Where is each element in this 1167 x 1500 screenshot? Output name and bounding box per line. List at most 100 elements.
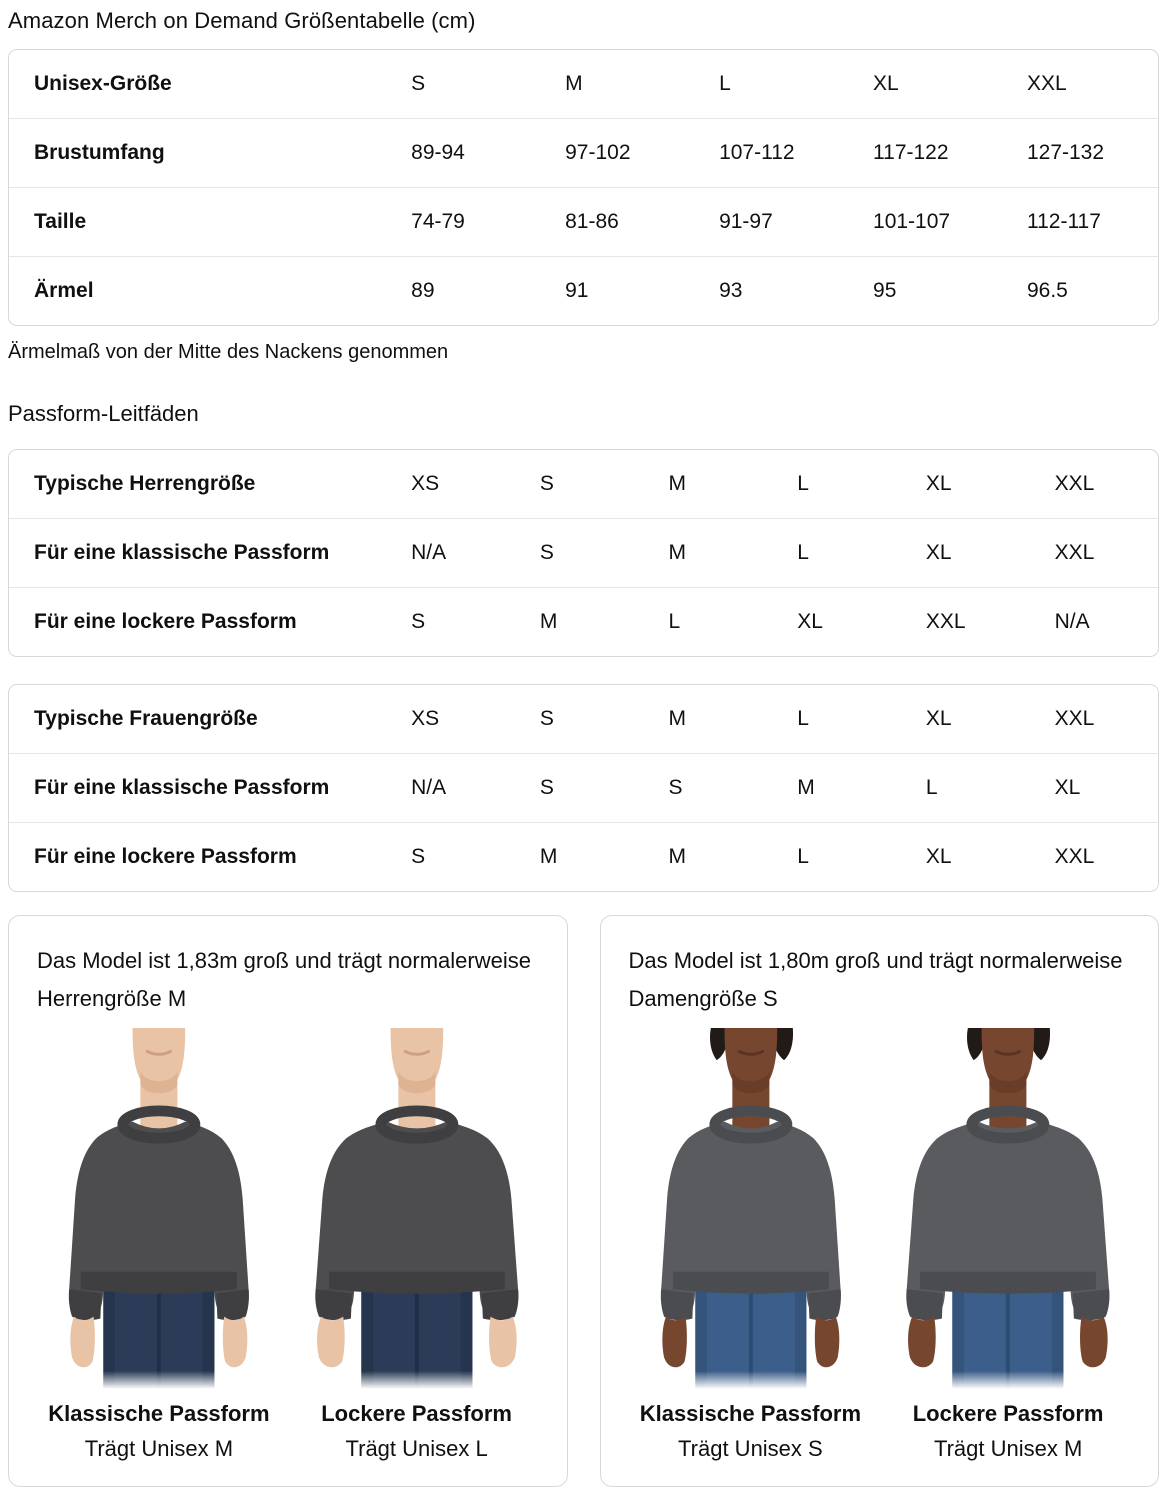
model-photo <box>628 1028 873 1389</box>
table-row: Unisex-Größe S M L XL XXL <box>9 50 1158 119</box>
model-photo <box>37 1028 281 1389</box>
model-mouth <box>994 1049 1022 1056</box>
table-cell: XL <box>797 587 926 656</box>
table-cell: 93 <box>719 256 874 325</box>
model-hand <box>661 1316 687 1368</box>
collar <box>117 1105 201 1144</box>
model-hand <box>814 1316 839 1368</box>
model-hand <box>316 1316 345 1368</box>
sweatshirt-trim <box>660 1271 841 1368</box>
table-cell: 97-102 <box>565 118 720 188</box>
table-row: Ärmel 89 91 93 95 96.5 <box>9 256 1158 325</box>
table-cell: XL <box>1054 753 1158 823</box>
row-label: Unisex-Größe <box>34 72 172 95</box>
table-cell: XL <box>925 518 1055 588</box>
model-neck <box>731 1068 769 1138</box>
table-row: Taille 74-79 81-86 91-97 101-107 112-117 <box>9 187 1158 257</box>
table-cell: XXL <box>1054 472 1095 495</box>
model-photo <box>886 1028 1130 1389</box>
model-cards: Das Model ist 1,83m groß und trägt norma… <box>8 915 1159 1487</box>
table-cell: M <box>565 72 583 95</box>
table-cell: L <box>719 72 731 95</box>
table-cell: L <box>797 472 809 495</box>
jeans <box>361 1277 473 1389</box>
table-cell: M <box>668 707 687 730</box>
model-neck <box>140 1068 178 1138</box>
model-hand <box>488 1316 517 1368</box>
table-cell: XXL <box>1054 822 1158 891</box>
table-row: Brustumfang 89-94 97-102 107-112 117-122… <box>9 118 1158 188</box>
fit-label: Lockere Passform <box>912 1400 1104 1426</box>
table-cell: S <box>411 587 540 656</box>
size-label: Trägt Unisex M <box>933 1435 1083 1461</box>
table-cell: M <box>539 822 669 891</box>
table-cell: XS <box>411 707 440 730</box>
table-cell: 91 <box>565 256 720 325</box>
table-cell: XL <box>925 472 952 495</box>
sweatshirt-trim <box>68 1271 249 1368</box>
table-cell: M <box>668 472 687 495</box>
mens-fit-table: Typische Herrengröße XS S M L XL XXL Für… <box>8 449 1159 657</box>
table-cell: S <box>668 753 798 823</box>
table-cell: S <box>411 822 540 891</box>
size-table: Unisex-Größe S M L XL XXL Brustumfang 89… <box>8 49 1159 326</box>
model-mouth <box>737 1049 764 1056</box>
classic-fit-figure: Klassische Passform Trägt Unisex M <box>37 1028 281 1462</box>
table-cell: 91-97 <box>719 187 874 257</box>
fit-guides-heading: Passform-Leitfäden <box>8 401 199 426</box>
table-cell: L <box>797 822 926 891</box>
row-label: Für eine lockere Passform <box>9 822 412 891</box>
size-label: Trägt Unisex M <box>84 1435 234 1461</box>
model-mouth <box>145 1049 173 1056</box>
sweatshirt <box>660 1121 841 1312</box>
table-cell: XL <box>925 822 1055 891</box>
mens-model-card: Das Model ist 1,83m groß und trägt norma… <box>8 915 568 1487</box>
collar <box>375 1105 459 1144</box>
table-row: Für eine klassische Passform N/A S S M L… <box>9 753 1158 823</box>
table-cell: 74-79 <box>411 187 566 257</box>
fit-label: Lockere Passform <box>321 1400 512 1426</box>
table-row: Typische Herrengröße XS S M L XL XXL <box>9 450 1158 519</box>
row-label: Typische Frauengröße <box>34 707 258 730</box>
table-cell: S <box>539 472 554 495</box>
table-row: Typische Frauengröße XS S M L XL XXL <box>9 685 1158 754</box>
sweatshirt <box>315 1121 519 1312</box>
model-neck <box>989 1068 1027 1138</box>
row-label: Typische Herrengröße <box>34 472 256 495</box>
sweatshirt-trim <box>315 1271 519 1368</box>
table-cell: XS <box>411 472 440 495</box>
model-hand <box>70 1316 95 1368</box>
table-row: Für eine lockere Passform S M L XL XXL N… <box>9 587 1158 656</box>
row-label: Für eine lockere Passform <box>9 587 412 656</box>
table-cell: XXL <box>1054 707 1095 730</box>
table-cell: L <box>925 753 1055 823</box>
table-cell: 107-112 <box>719 118 874 188</box>
row-label: Für eine klassische Passform <box>9 753 412 823</box>
row-label: Ärmel <box>9 256 412 325</box>
table-cell: S <box>539 518 669 588</box>
table-cell: M <box>539 587 669 656</box>
model-hand <box>908 1316 936 1368</box>
table-cell: 89 <box>411 256 566 325</box>
table-row: Für eine lockere Passform S M M L XL XXL <box>9 822 1158 891</box>
sweatshirt <box>906 1121 1110 1312</box>
size-chart-page: Amazon Merch on Demand Größentabelle (cm… <box>0 8 1167 1487</box>
collar <box>966 1105 1050 1144</box>
table-cell: N/A <box>411 753 540 823</box>
sweatshirt <box>68 1121 249 1312</box>
table-cell: S <box>411 72 426 95</box>
collar <box>708 1105 792 1144</box>
jeans <box>952 1277 1064 1389</box>
fit-label: Klassische Passform <box>48 1400 270 1426</box>
table-cell: L <box>797 518 926 588</box>
sweatshirt-trim <box>906 1271 1110 1368</box>
jeans <box>694 1277 806 1389</box>
table-cell: XXL <box>1054 518 1158 588</box>
table-cell: M <box>668 822 798 891</box>
table-cell: L <box>797 707 809 730</box>
table-cell: 81-86 <box>565 187 720 257</box>
table-cell: 117-122 <box>873 118 1027 188</box>
womens-fit-table: Typische Frauengröße XS S M L XL XXL Für… <box>8 684 1159 892</box>
size-label: Trägt Unisex L <box>345 1435 488 1461</box>
table-cell: 89-94 <box>411 118 566 188</box>
